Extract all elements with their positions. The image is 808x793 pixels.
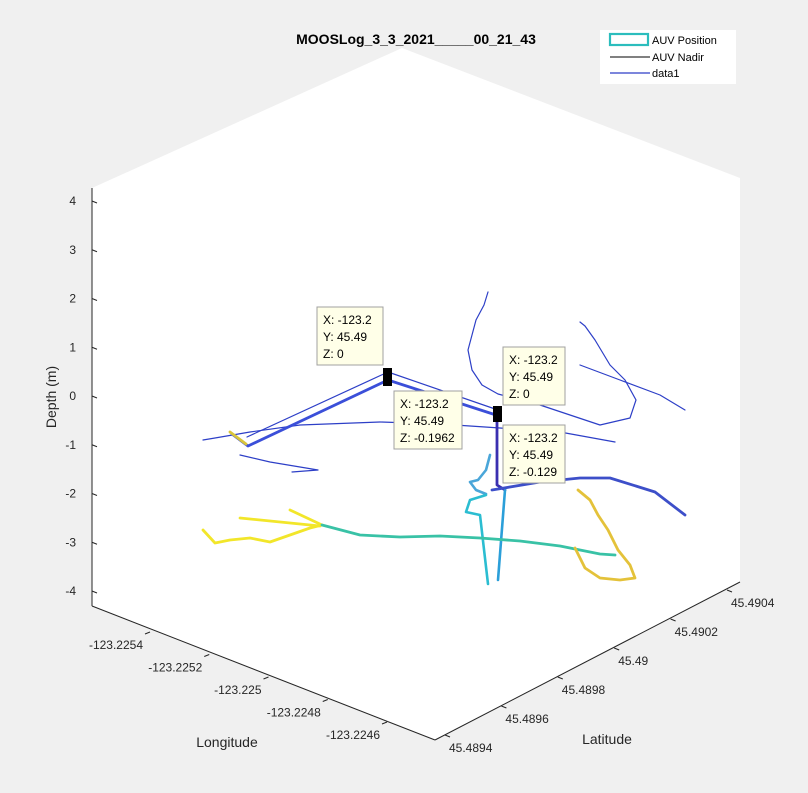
z-tick-mark xyxy=(91,298,98,301)
datatip-line: Y: 45.49 xyxy=(509,448,553,462)
datatip-1[interactable]: X: -123.2 Y: 45.49 Z: 0 xyxy=(316,306,384,366)
z-tick-label: 3 xyxy=(69,243,76,257)
z-tick-label: 4 xyxy=(69,194,76,208)
legend-swatch-auv-position xyxy=(608,32,650,47)
data1-track-3 xyxy=(239,454,319,473)
y-tick-label: 45.49 xyxy=(618,654,648,668)
datatip-box xyxy=(393,390,463,450)
x-tick-mark xyxy=(144,631,151,635)
legend[interactable]: AUV Position AUV Nadir data1 xyxy=(600,30,736,84)
z-tick-label: 1 xyxy=(69,340,76,354)
datatip-line: Y: 45.49 xyxy=(400,414,444,428)
x-tick-label: -123.2252 xyxy=(148,661,202,675)
y-axis-ticks: 45.4894 45.4896 45.4898 45.49 45.4902 45.4904 xyxy=(444,589,775,755)
z-tick-mark xyxy=(91,200,98,204)
datatip-marker-4[interactable] xyxy=(493,413,502,422)
z-tick-label: -3 xyxy=(65,535,76,549)
z-axis-ticks: 4 3 2 1 0 -1 -2 -3 -4 xyxy=(65,194,98,598)
datatip-line: Z: -0.1962 xyxy=(400,431,455,445)
y-axis-line xyxy=(434,581,741,741)
z-tick-mark xyxy=(91,395,98,399)
z-tick-mark xyxy=(91,541,98,545)
x-tick-mark xyxy=(263,676,269,680)
x-axis-ticks: -123.2254 -123.2252 -123.225 -123.2248 -123.… xyxy=(89,631,388,742)
x-tick-mark xyxy=(204,654,210,657)
datatip-line: Y: 45.49 xyxy=(323,330,367,344)
data1-track-5 xyxy=(579,364,686,411)
auv-path-10 xyxy=(573,488,637,582)
x-tick-mark xyxy=(322,699,328,702)
datatip-line: X: -123.2 xyxy=(509,353,558,367)
auv-path-2 xyxy=(228,430,248,446)
y-tick-label: 45.4896 xyxy=(505,712,549,726)
z-axis-label: Depth (m) xyxy=(43,366,59,428)
x-tick-label: -123.2246 xyxy=(326,728,380,742)
datatip-line: Z: -0.129 xyxy=(509,465,557,479)
datatip-box xyxy=(316,306,384,366)
datatip-box xyxy=(502,424,566,484)
datatip-line: Z: 0 xyxy=(323,347,344,361)
z-tick-mark xyxy=(91,493,98,496)
z-tick-mark xyxy=(91,444,98,448)
datatip-box xyxy=(502,346,566,406)
auv-path-6 xyxy=(496,488,507,582)
auv-path-4 xyxy=(468,453,492,496)
x-tick-mark xyxy=(381,721,388,725)
y-tick-label: 45.4898 xyxy=(562,683,606,697)
legend-label-auv-nadir: AUV Nadir xyxy=(652,52,704,64)
x-tick-label: -123.225 xyxy=(214,683,262,697)
y-tick-mark xyxy=(444,734,451,738)
datatip-marker-3[interactable] xyxy=(493,406,502,415)
y-axis-label: Latitude xyxy=(582,731,632,747)
z-tick-mark xyxy=(91,249,98,253)
y-tick-label: 45.4904 xyxy=(731,596,775,610)
z-tick-label: 0 xyxy=(69,389,76,403)
datatip-marker-1[interactable] xyxy=(383,368,392,377)
datatips: X: -123.2 Y: 45.49 Z: 0 X: -123.2 Y: 45.49 Z:… xyxy=(316,306,566,484)
x-tick-label: -123.2248 xyxy=(267,706,321,720)
datatip-3[interactable]: X: -123.2 Y: 45.49 Z: 0 xyxy=(502,346,566,406)
datatip-line: Y: 45.49 xyxy=(509,370,553,384)
y-tick-label: 45.4902 xyxy=(675,625,719,639)
z-tick-mark xyxy=(91,590,98,594)
x-axis-line xyxy=(91,605,436,741)
datatip-4[interactable]: X: -123.2 Y: 45.49 Z: -0.129 xyxy=(502,424,566,484)
y-tick-mark xyxy=(614,647,620,651)
z-tick-label: -4 xyxy=(65,584,76,598)
auv-path-9 xyxy=(320,523,617,557)
x-tick-label: -123.2254 xyxy=(89,638,143,652)
legend-label-data1: data1 xyxy=(652,68,680,80)
z-tick-label: -2 xyxy=(65,487,76,501)
datatip-line: X: -123.2 xyxy=(509,431,558,445)
z-tick-label: -1 xyxy=(65,438,76,452)
chart-title: MOOSLog_3_3_2021_____00_21_43 xyxy=(296,31,536,47)
auv-path-8 xyxy=(238,516,322,528)
datatip-line: X: -123.2 xyxy=(323,313,372,327)
z-tick-mark xyxy=(91,346,98,350)
datatip-2[interactable]: X: -123.2 Y: 45.49 Z: -0.1962 xyxy=(393,390,463,450)
datatip-markers[interactable] xyxy=(383,368,502,422)
y-tick-mark xyxy=(726,589,733,593)
datatip-line: Z: 0 xyxy=(509,387,530,401)
x-axis-label: Longitude xyxy=(196,734,258,750)
y-tick-label: 45.4894 xyxy=(449,741,493,755)
y-tick-mark xyxy=(501,705,507,709)
z-tick-label: 2 xyxy=(69,292,76,306)
datatip-line: X: -123.2 xyxy=(400,397,449,411)
datatip-marker-2[interactable] xyxy=(383,377,392,386)
y-tick-mark xyxy=(557,676,563,680)
legend-label-auv-position: AUV Position xyxy=(652,35,717,47)
y-tick-mark xyxy=(670,618,676,622)
